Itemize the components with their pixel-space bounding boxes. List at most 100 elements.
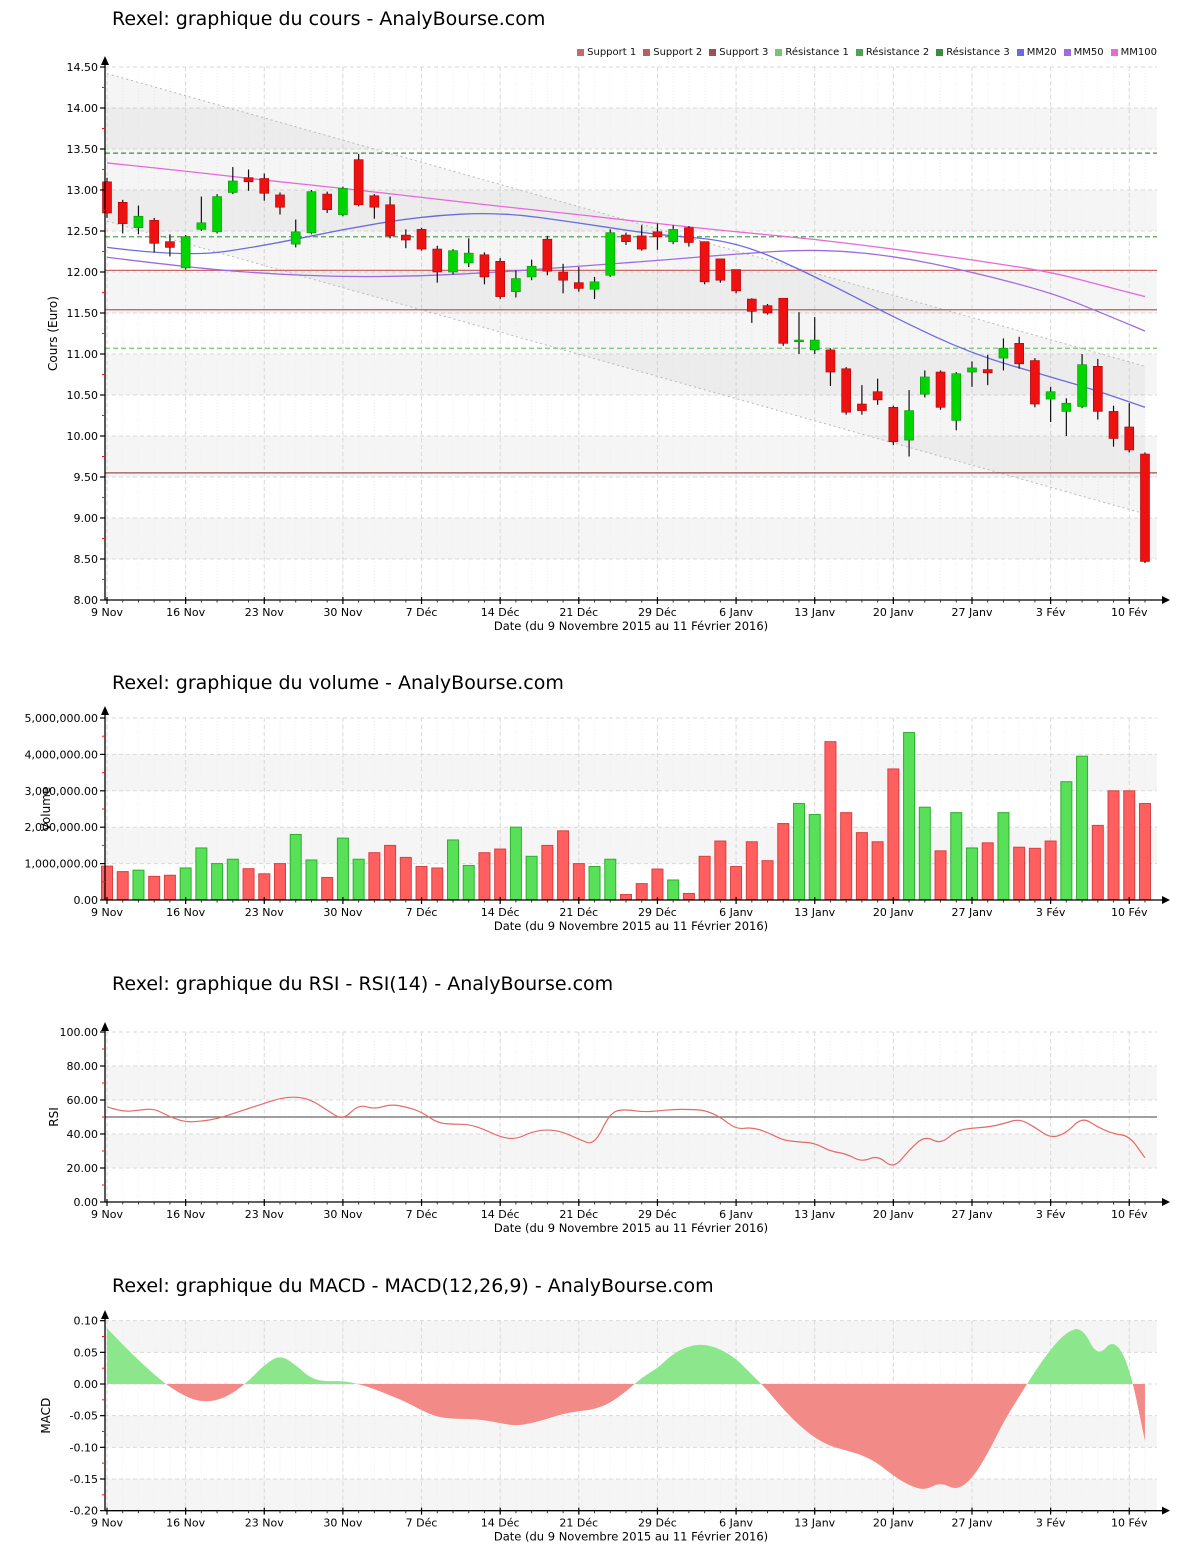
candle — [762, 303, 773, 315]
x-tick-label: 21 Déc — [559, 906, 598, 919]
candle — [621, 232, 631, 245]
candle — [401, 229, 411, 249]
volume-bar — [1107, 790, 1120, 900]
y-axis-title: MACD — [39, 1398, 53, 1434]
mm50-line — [106, 249, 1146, 332]
candle-body — [558, 271, 568, 281]
candle — [1140, 452, 1150, 564]
x-tick-label: 29 Déc — [638, 906, 677, 919]
candle-body — [212, 196, 222, 233]
candle-body — [133, 215, 144, 229]
x-tick-label: 27 Janv — [952, 1517, 993, 1530]
candle — [149, 217, 159, 253]
candle-body — [511, 278, 521, 292]
volume-bar — [1091, 824, 1104, 901]
candle-body — [102, 181, 112, 214]
legend-swatch — [1016, 49, 1024, 56]
x-tick-label: 23 Nov — [245, 1208, 284, 1221]
volume-bar — [384, 844, 397, 901]
y-tick-label: 100.00 — [60, 1026, 99, 1039]
x-axis-arrow — [1162, 1506, 1170, 1515]
volume-bar — [1123, 790, 1136, 900]
x-tick-label: 10 Fév — [1111, 906, 1148, 919]
candle — [684, 226, 694, 247]
candle — [967, 361, 977, 387]
legend-swatch — [1110, 49, 1118, 56]
legend-item-mm20: MM20 — [1016, 47, 1057, 58]
candle-body — [165, 241, 175, 248]
zebra-band — [105, 1134, 1157, 1168]
candle — [479, 252, 490, 285]
candle-body — [668, 229, 678, 242]
candle-body — [998, 347, 1009, 359]
x-tick-label: 9 Nov — [91, 906, 123, 919]
candle — [1077, 354, 1087, 409]
y-axis-title: RSI — [47, 1107, 61, 1127]
candle-body — [463, 252, 474, 264]
candle-body — [149, 220, 159, 244]
x-tick-label: 13 Janv — [794, 1208, 835, 1221]
candle-body — [652, 231, 663, 238]
candle-body — [495, 261, 505, 297]
volume-bar — [745, 841, 758, 901]
macd-negative-area — [107, 1384, 1145, 1489]
volume-bar — [305, 859, 318, 901]
y-tick-label: -0.15 — [70, 1473, 98, 1486]
y-axis-arrow — [101, 56, 109, 65]
candle-body — [872, 391, 883, 401]
volume-bar — [714, 840, 727, 900]
volume-bar — [211, 863, 224, 900]
zebra-band — [105, 1478, 1157, 1511]
candle-body — [338, 188, 348, 215]
volume-bar — [1138, 803, 1151, 900]
candle — [558, 263, 568, 294]
x-tick-label: 6 Janv — [719, 1208, 753, 1221]
volume-bar — [258, 873, 271, 900]
legend-swatch — [1063, 49, 1071, 56]
candle — [778, 297, 789, 346]
volume-bar — [242, 868, 255, 900]
candle-body — [526, 265, 537, 278]
candle-body — [888, 406, 899, 443]
candle — [259, 173, 270, 201]
x-axis-arrow — [1162, 596, 1170, 604]
x-tick-label: 29 Déc — [638, 1517, 677, 1530]
candle — [448, 249, 458, 275]
rsi-chart-title: Rexel: graphique du RSI - RSI(14) - Anal… — [112, 973, 614, 995]
macd-chart-plot: 0.10 0.05 0.00 -0.05 -0.10 -0.15 -0.209 Nov 16 … — [39, 1310, 1170, 1544]
volume-bar — [824, 741, 837, 900]
volume-bar — [446, 839, 459, 901]
zebra-band — [105, 518, 1157, 559]
candle-body — [275, 194, 285, 208]
candle — [1014, 336, 1024, 369]
candle-body — [243, 177, 254, 183]
volume-bar — [368, 852, 381, 900]
candle — [1093, 358, 1103, 420]
x-tick-label: 27 Janv — [952, 906, 993, 919]
volume-bar — [981, 842, 994, 900]
candle — [228, 167, 238, 195]
candle-body — [1108, 411, 1119, 439]
y-tick-label: 12.00 — [67, 266, 99, 279]
candle-body — [1140, 453, 1150, 562]
legend-item-resistance-2: Résistance 2 — [855, 47, 929, 58]
x-tick-label: 3 Fév — [1036, 1208, 1066, 1221]
candle — [920, 370, 930, 398]
x-tick-label: 9 Nov — [91, 1517, 123, 1530]
candle — [636, 225, 647, 251]
legend-swatch — [577, 49, 585, 56]
x-axis-title: Date (du 9 Novembre 2015 au 11 Février 2… — [494, 619, 768, 633]
candle-body — [385, 204, 395, 237]
candle-body — [825, 349, 836, 373]
candle — [652, 223, 663, 250]
candle — [605, 229, 616, 277]
price-chart-legend: Support 1 Support 2 Support 3 Résistance 1 R… — [577, 47, 1157, 58]
y-tick-label: -0.05 — [70, 1410, 98, 1423]
candle — [888, 405, 899, 446]
candle-body — [1014, 343, 1024, 365]
candle-body — [857, 403, 867, 411]
candle — [385, 196, 395, 239]
candle-body — [778, 297, 789, 344]
x-tick-label: 3 Fév — [1036, 906, 1066, 919]
volume-bar — [557, 830, 570, 901]
